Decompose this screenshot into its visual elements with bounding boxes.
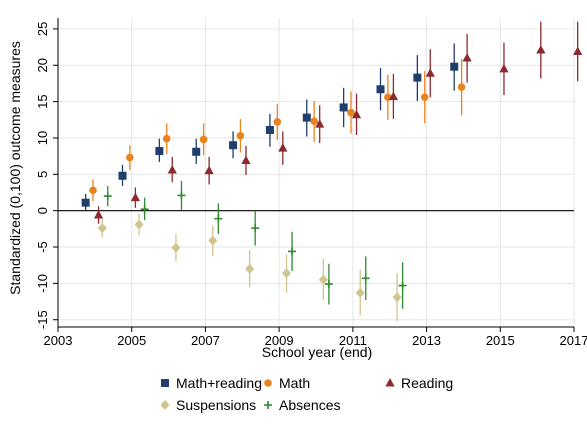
data-point [265, 125, 274, 134]
data-point [324, 280, 333, 289]
data-point [318, 274, 328, 285]
axes-layer: -15 -10 -5 0 5 10 15 20 25 2003 2005 2007 2009 2011 20… [35, 18, 587, 348]
data-point [351, 109, 362, 119]
data-point [288, 247, 297, 256]
x-tick-label: 2017 [560, 333, 587, 348]
data-point [251, 224, 260, 233]
legend-marker [264, 401, 272, 409]
x-tick-label: 2013 [412, 333, 441, 348]
data-point [536, 44, 546, 54]
legend-label: Math+reading [176, 375, 262, 391]
y-tick-label: 20 [35, 58, 50, 72]
grid-layer [57, 18, 575, 327]
data-point [462, 52, 472, 62]
legend-label: Reading [401, 375, 453, 391]
data-point [310, 117, 318, 126]
data-point [388, 91, 398, 101]
data-point [118, 171, 127, 180]
series-reading [93, 21, 583, 224]
legend-marker [160, 400, 170, 410]
legend-label: Absences [279, 397, 340, 413]
data-point [162, 134, 171, 143]
y-tick-label: 5 [35, 171, 50, 178]
series-math-reading [81, 43, 459, 211]
legend-item: Math+reading [161, 375, 262, 391]
data-point [302, 113, 311, 122]
data-point [573, 46, 583, 55]
data-layer [81, 21, 583, 322]
legend-marker [385, 378, 395, 387]
data-point [392, 292, 402, 303]
data-point [420, 93, 429, 102]
data-point [89, 186, 97, 195]
data-point [339, 103, 348, 112]
data-point [97, 223, 107, 234]
series-suspensions [97, 213, 402, 322]
data-point [208, 235, 218, 246]
legend-item: Reading [385, 375, 453, 391]
data-point [315, 119, 325, 128]
data-point [236, 131, 245, 140]
y-tick-label: 25 [35, 22, 50, 36]
legend: Math+reading Math Reading Suspensions Absenc… [160, 375, 453, 413]
data-point [347, 108, 355, 117]
data-point [376, 85, 385, 94]
data-point [167, 164, 177, 174]
legend-item: Math [264, 375, 310, 391]
data-point [126, 153, 134, 162]
series-absences [103, 180, 407, 309]
data-point [130, 192, 140, 202]
data-point [81, 198, 90, 207]
data-point [155, 147, 164, 156]
data-point [214, 214, 223, 223]
data-point [282, 268, 292, 279]
data-point [177, 191, 186, 200]
data-point [229, 141, 238, 150]
x-tick-label: 2011 [339, 333, 367, 348]
x-tick-label: 2007 [191, 333, 220, 348]
data-point [425, 68, 435, 77]
data-point [413, 73, 422, 82]
x-tick-label: 2015 [486, 333, 515, 348]
legend-label: Suspensions [176, 397, 256, 413]
x-tick-label: 2005 [117, 333, 146, 348]
y-tick-label: 15 [35, 94, 50, 108]
data-point [361, 274, 370, 283]
data-point [245, 263, 255, 274]
data-point [241, 155, 251, 165]
legend-marker [264, 379, 272, 387]
y-tick-label: 10 [35, 131, 50, 145]
legend-marker [161, 379, 169, 387]
x-tick-label: 2003 [44, 333, 73, 348]
legend-item: Suspensions [160, 397, 256, 413]
data-point [103, 192, 112, 201]
data-point [450, 62, 459, 71]
legend-item: Absences [264, 397, 340, 413]
y-axis-label: Standardized (0,100) outcome measures [7, 41, 23, 295]
x-axis-label: School year (end) [262, 344, 373, 360]
x-tick-label: 2009 [265, 333, 294, 348]
data-point [199, 135, 208, 144]
data-point [192, 147, 201, 156]
data-point [499, 63, 509, 73]
data-point [171, 242, 181, 253]
y-tick-label: -5 [35, 241, 50, 253]
data-point [457, 83, 466, 91]
series-math [89, 58, 466, 202]
data-point [134, 219, 144, 230]
y-tick-label: 0 [35, 207, 50, 214]
data-point [355, 287, 365, 298]
data-point [93, 210, 104, 219]
data-point [398, 281, 407, 290]
data-point [140, 205, 149, 214]
data-point [204, 165, 214, 175]
data-point [273, 118, 282, 126]
legend-label: Math [279, 375, 310, 391]
data-point [278, 143, 288, 152]
y-tick-label: -10 [35, 274, 50, 293]
y-tick-label: -15 [35, 310, 50, 329]
